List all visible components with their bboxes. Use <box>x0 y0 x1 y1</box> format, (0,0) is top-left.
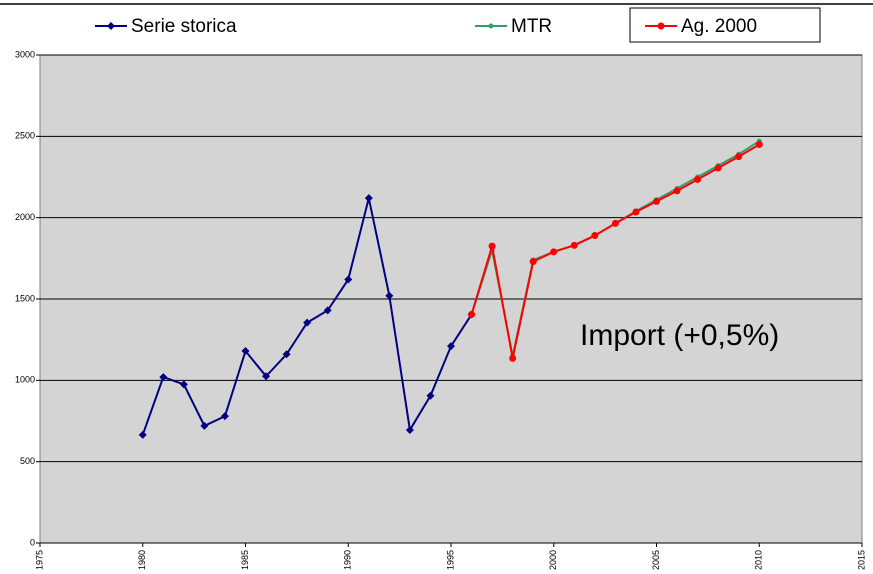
point <box>344 275 353 284</box>
legend-marker <box>657 22 665 30</box>
legend-marker <box>488 23 494 29</box>
point <box>694 175 702 183</box>
point <box>591 232 599 240</box>
point <box>138 430 147 439</box>
point <box>262 372 271 381</box>
point <box>673 187 681 195</box>
point <box>468 310 476 318</box>
point <box>200 421 209 430</box>
annotation: Import (+0,5%) <box>580 319 779 352</box>
point <box>303 318 312 327</box>
point <box>241 347 250 356</box>
point <box>570 241 578 249</box>
legend-marker <box>107 22 115 30</box>
point <box>179 380 188 389</box>
legend-box <box>629 7 821 43</box>
x-tick-label: 2015 <box>856 550 866 570</box>
point <box>550 248 558 256</box>
point <box>323 306 332 315</box>
point <box>653 197 660 205</box>
x-tick-label: 2000 <box>548 550 558 570</box>
x-tick-label: 1980 <box>137 550 147 570</box>
point <box>426 391 435 400</box>
point <box>611 219 619 227</box>
point <box>364 194 373 203</box>
point <box>509 354 517 362</box>
point <box>529 258 537 266</box>
x-tick-label: 1985 <box>240 550 250 570</box>
point <box>220 412 229 421</box>
x-tick-label: 2005 <box>651 550 661 570</box>
x-tick-label: 1990 <box>343 550 353 570</box>
y-tick-label: 1000 <box>15 375 35 385</box>
point <box>488 242 496 250</box>
point <box>405 425 414 434</box>
x-tick-label: 1995 <box>445 550 455 570</box>
point <box>385 291 394 300</box>
y-tick-label: 3000 <box>15 49 35 59</box>
y-tick-label: 0 <box>30 537 35 547</box>
y-tick-label: 2500 <box>15 131 35 141</box>
x-tick-label: 1975 <box>34 550 44 570</box>
y-tick-label: 500 <box>20 456 35 466</box>
point <box>755 140 763 148</box>
y-tick-label: 1500 <box>15 293 35 303</box>
x-tick-label: 2010 <box>754 550 764 570</box>
point <box>735 153 743 161</box>
legend-label: Serie storica <box>131 16 237 37</box>
y-tick-label: 2000 <box>15 212 35 222</box>
point <box>714 164 722 172</box>
legend-label: MTR <box>511 16 552 37</box>
point <box>447 342 455 351</box>
point <box>282 350 291 359</box>
legend-label: Ag. 2000 <box>681 16 757 37</box>
point <box>632 208 640 216</box>
point <box>159 373 168 382</box>
